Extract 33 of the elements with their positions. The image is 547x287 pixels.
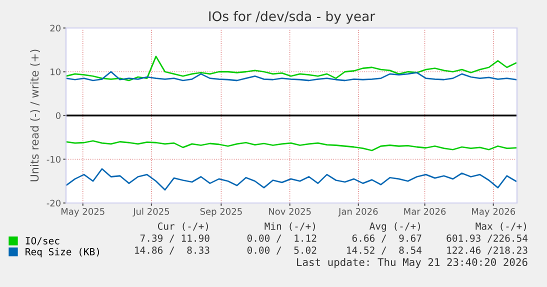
text: Cur (-/+) — [158, 222, 208, 231]
text: 0.00 / 1.12 — [247, 234, 316, 243]
text: 7.39 / 11.90 — [140, 234, 210, 243]
x-tick-label: May 2025 — [62, 208, 104, 217]
text: 6.66 / 9.67 — [352, 234, 422, 243]
line-series — [66, 71, 517, 82]
text: Max (-/+) — [476, 222, 526, 231]
y-tick-label: 10 — [50, 68, 61, 76]
line-series — [66, 56, 517, 82]
text: 601.93 /226.54 — [446, 234, 528, 243]
x-tick-label: Nov 2025 — [268, 208, 311, 215]
y-tick-label: 0 — [56, 112, 61, 120]
y-axis-title: Units read (-) / write (+) — [30, 50, 40, 182]
text: 0.00 / 5.02 — [247, 246, 316, 255]
x-tick-label: Sep 2025 — [200, 208, 242, 217]
y-tick-label: -10 — [46, 156, 61, 163]
x-tick-label: Mar 2026 — [404, 208, 446, 215]
y-tick-label: -20 — [46, 200, 61, 207]
x-tick-label: May 2026 — [472, 208, 516, 217]
x-tick-label: Jan 2026 — [338, 208, 378, 217]
text: Min (-/+) — [264, 222, 315, 231]
x-tick-label: Jul 2025 — [132, 208, 170, 217]
text: 14.86 / 8.33 — [135, 246, 210, 255]
line-series — [66, 140, 517, 152]
text: Avg (-/+) — [370, 222, 420, 232]
chart-title: IOs for /dev/sda - by year — [209, 11, 376, 24]
line-series — [66, 168, 517, 191]
text: 122.46 /218.23 — [447, 246, 528, 255]
text: Last update: Thu May 21 23:40:20 2026 — [297, 258, 528, 268]
legend-label: IO/sec — [26, 237, 60, 246]
y-tick-label: 20 — [50, 24, 61, 32]
legend-label: Req Size (KB) — [26, 248, 99, 258]
text: 14.52 / 8.54 — [347, 246, 422, 255]
